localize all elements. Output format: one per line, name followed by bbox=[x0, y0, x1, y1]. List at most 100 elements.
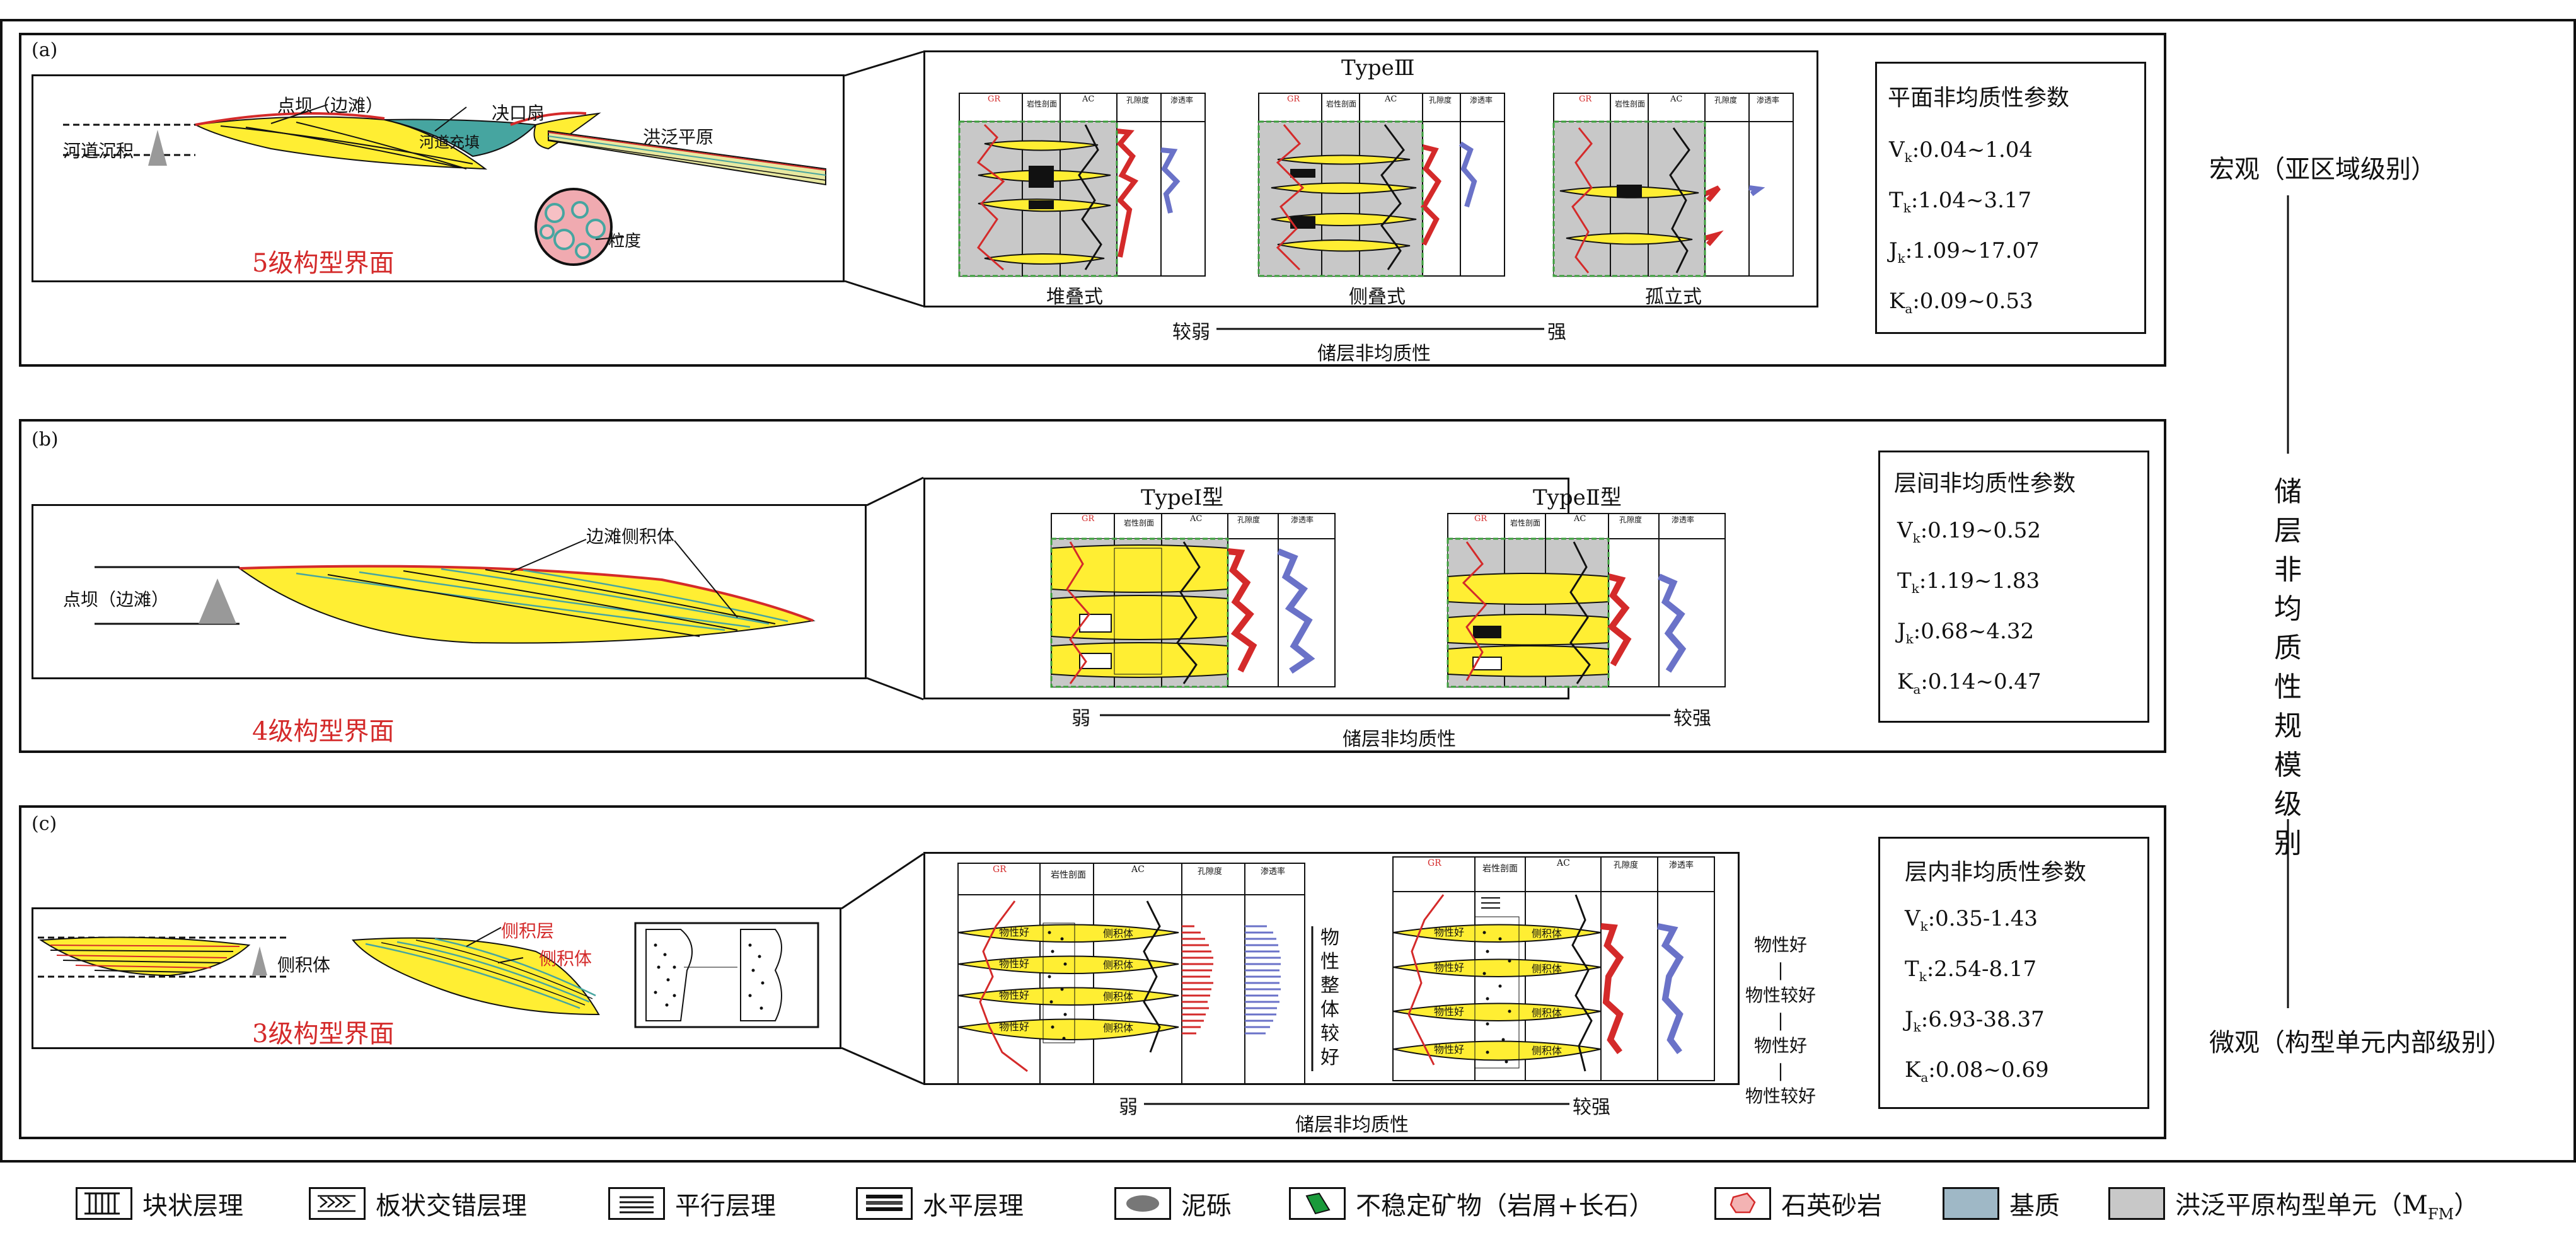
legend-label-3: 水平层理 bbox=[923, 1192, 1024, 1221]
log-c1-por-header: 孔隙度 bbox=[1198, 867, 1223, 876]
legend-block-bedding: 块状层理 bbox=[76, 1185, 243, 1222]
axis-a-right: 强 bbox=[1547, 321, 1566, 343]
legend-label-6: 石英砂岩 bbox=[1781, 1192, 1882, 1221]
log-b2-por-header: 孔隙度 bbox=[1619, 515, 1643, 524]
log-b2-perm-header: 渗透率 bbox=[1672, 515, 1695, 524]
log-a2-ac-header: AC bbox=[1385, 95, 1397, 104]
log-c2-perm-header: 渗透率 bbox=[1669, 861, 1694, 870]
params-b-vk: Vk:0.19~0.52 bbox=[1897, 518, 2042, 546]
panel-a-letter: (a) bbox=[32, 39, 58, 61]
log-type-a2: 侧叠式 bbox=[1349, 286, 1406, 308]
log-c1: GR 岩性剖面 AC 孔隙度 渗透率 物性好 物性好 物性好 物性好 侧积体 侧… bbox=[957, 863, 1305, 1084]
legend-quartz-sandstone: 石英砂岩 bbox=[1714, 1185, 1882, 1222]
log-c2-body-3: 侧积体 bbox=[1532, 1007, 1562, 1019]
side2-line-6: 物性较好 bbox=[1745, 1086, 1816, 1106]
boundary-title-a: 5级构型界面 bbox=[252, 249, 395, 278]
boundary-title-c: 3级构型界面 bbox=[252, 1020, 395, 1048]
scale-char-1: 层 bbox=[2274, 515, 2302, 547]
log-c2-good-1: 物性好 bbox=[1434, 926, 1465, 938]
params-box-a bbox=[1875, 62, 2146, 334]
scale-char-8: 级 bbox=[2274, 788, 2302, 820]
scale-char-6: 规 bbox=[2274, 710, 2302, 742]
log-a3-perm-header: 渗透率 bbox=[1757, 96, 1780, 105]
log-b2: GR 岩性剖面 AC 孔隙度 渗透率 bbox=[1447, 513, 1726, 688]
label-lateral-body-1: 侧积体 bbox=[277, 955, 331, 975]
floodplain-unit-icon bbox=[2108, 1187, 2165, 1220]
log-b1-gr-header: GR bbox=[1082, 514, 1095, 524]
boundary-title-b: 4级构型界面 bbox=[252, 717, 395, 746]
params-c-title: 层内非均质性参数 bbox=[1905, 859, 2087, 885]
log-c2-body-4: 侧积体 bbox=[1532, 1045, 1562, 1057]
log-a2-lith-header: 岩性剖面 bbox=[1326, 100, 1356, 108]
side1-char-3: 体 bbox=[1320, 999, 1339, 1021]
panel-a-sketch-box bbox=[32, 74, 845, 282]
side1-char-5: 好 bbox=[1320, 1047, 1339, 1069]
log-a3: GR 岩性剖面 AC 孔隙度 渗透率 bbox=[1552, 93, 1794, 277]
axis-c-caption: 储层非均质性 bbox=[1295, 1114, 1409, 1136]
log-c2-ac-header: AC bbox=[1557, 858, 1570, 868]
matrix-icon bbox=[1943, 1187, 1999, 1220]
log-a3-graphic bbox=[1552, 93, 1794, 277]
log-type-b2: TypeⅡ型 bbox=[1533, 485, 1622, 510]
log-a2: GR 岩性剖面 AC 孔隙度 渗透率 bbox=[1257, 93, 1505, 277]
label-lateral-body-2: 侧积体 bbox=[539, 948, 592, 969]
log-b1: GR 岩性剖面 AC 孔隙度 渗透率 bbox=[1050, 513, 1336, 688]
log-b1-ac-header: AC bbox=[1190, 514, 1203, 524]
params-a-title: 平面非均质性参数 bbox=[1888, 85, 2070, 111]
scale-macro: 宏观（亚区域级别） bbox=[2209, 155, 2436, 184]
scale-char-7: 模 bbox=[2274, 749, 2302, 781]
scale-char-3: 均 bbox=[2274, 593, 2302, 625]
log-c1-good-1: 物性好 bbox=[999, 926, 1030, 938]
log-b2-graphic bbox=[1447, 513, 1726, 688]
log-c2-good-4: 物性好 bbox=[1434, 1043, 1465, 1055]
log-c1-good-4: 物性好 bbox=[999, 1021, 1030, 1033]
label-lateral-layer: 侧积层 bbox=[501, 921, 555, 941]
params-box-b bbox=[1878, 451, 2149, 723]
log-c2-side-text: 物性好 | 物性较好 | 物性好 | 物性较好 bbox=[1743, 933, 1818, 1109]
log-c2-por-header: 孔隙度 bbox=[1614, 861, 1639, 870]
legend-label-5: 不稳定矿物（岩屑+长石） bbox=[1356, 1192, 1655, 1221]
log-type-b1: TypeⅠ型 bbox=[1141, 485, 1224, 510]
log-c1-body-2: 侧积体 bbox=[1103, 959, 1134, 971]
side2-line-4: 物性好 bbox=[1753, 1035, 1807, 1056]
scale-char-2: 非 bbox=[2274, 554, 2302, 586]
log-c1-good-3: 物性好 bbox=[999, 989, 1030, 1001]
label-point-bar-b: 点坝（边滩） bbox=[63, 589, 170, 610]
label-point-bar-a: 点坝（边滩） bbox=[277, 95, 384, 116]
legend-label-2: 平行层理 bbox=[675, 1192, 776, 1221]
log-a3-ac-header: AC bbox=[1670, 95, 1683, 104]
axis-a-left: 较弱 bbox=[1172, 321, 1210, 343]
log-c2-good-2: 物性好 bbox=[1434, 962, 1465, 974]
log-a2-graphic bbox=[1257, 93, 1505, 277]
log-c2-body-1: 侧积体 bbox=[1532, 928, 1562, 939]
label-crevasse-splay: 决口扇 bbox=[492, 103, 545, 123]
scale-char-4: 质 bbox=[2274, 632, 2302, 664]
log-a1-por-header: 孔隙度 bbox=[1126, 96, 1150, 105]
side1-char-1: 性 bbox=[1320, 951, 1339, 973]
log-b2-ac-header: AC bbox=[1574, 514, 1586, 524]
axis-b-right: 较强 bbox=[1673, 708, 1711, 730]
params-b-jk: Jk:0.68~4.32 bbox=[1897, 619, 2035, 646]
log-type-a1: 堆叠式 bbox=[1046, 286, 1103, 308]
legend-matrix: 基质 bbox=[1943, 1185, 2060, 1222]
side2-line-1: | bbox=[1777, 960, 1784, 980]
log-c2: GR 岩性剖面 AC 孔隙度 渗透率 物性好 物性好 物性好 物性好 侧积体 侧… bbox=[1392, 856, 1715, 1081]
scale-char-0: 储 bbox=[2274, 476, 2302, 508]
scale-vertical-label: 储 层 非 均 质 性 规 模 级 别 bbox=[2269, 473, 2307, 863]
quartz-sandstone-icon bbox=[1714, 1187, 1771, 1220]
legend-unstable-mineral: 不稳定矿物（岩屑+长石） bbox=[1289, 1185, 1655, 1222]
log-title-a: TypeⅢ bbox=[1341, 55, 1415, 81]
log-type-a3: 孤立式 bbox=[1645, 286, 1702, 308]
axis-c-right: 较强 bbox=[1573, 1096, 1610, 1118]
params-b-title: 层间非均质性参数 bbox=[1894, 471, 2076, 497]
side1-char-0: 物 bbox=[1320, 927, 1339, 949]
params-a-vk: Vk:0.04~1.04 bbox=[1889, 137, 2033, 165]
side2-line-3: | bbox=[1777, 1010, 1784, 1031]
label-channel-deposit: 河道沉积 bbox=[63, 141, 134, 161]
log-c1-graphic bbox=[957, 863, 1305, 1084]
scale-micro: 微观（构型单元内部级别） bbox=[2209, 1028, 2512, 1057]
params-a-tk: Tk:1.04~3.17 bbox=[1889, 188, 2032, 215]
